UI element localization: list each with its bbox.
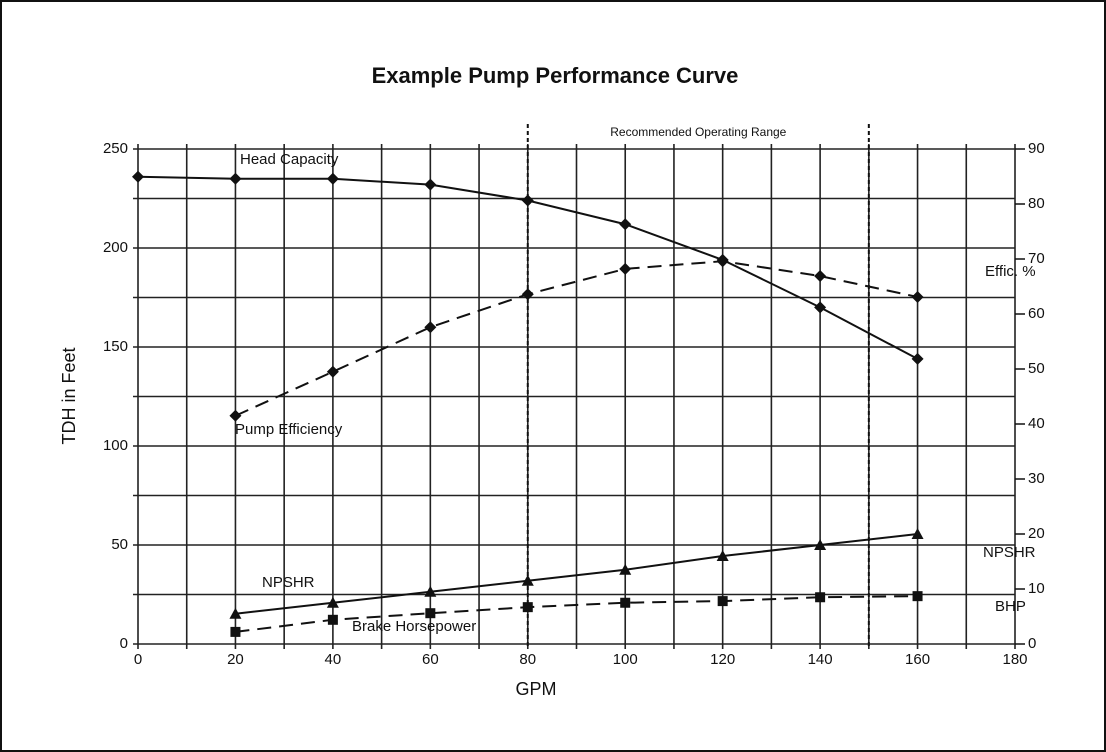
marker (620, 597, 631, 608)
x-axis-label: GPM (515, 679, 556, 699)
marker (521, 288, 534, 301)
marker (814, 270, 827, 283)
x-tick-label: 180 (1002, 651, 1027, 668)
marker (327, 614, 338, 625)
y2-tick-label: 20 (1028, 525, 1045, 542)
y2-tick-label: 80 (1028, 195, 1045, 212)
marker (326, 365, 339, 378)
y2-tick-label: 40 (1028, 415, 1045, 432)
marker (229, 172, 242, 185)
series-label: NPSHR (262, 574, 315, 591)
marker (326, 596, 339, 608)
y-tick-label: 200 (103, 239, 128, 256)
range-label: Recommended Operating Range (610, 125, 786, 139)
marker (716, 550, 729, 561)
annotation: BHP (995, 598, 1026, 615)
y2-tick-label: 30 (1028, 470, 1045, 487)
x-tick-label: 60 (422, 651, 439, 668)
marker (911, 290, 924, 303)
y2-tick-label: 10 (1028, 580, 1045, 597)
series-label: Brake Horsepower (352, 618, 476, 635)
x-tick-label: 100 (613, 651, 638, 668)
marker (522, 602, 533, 613)
marker (619, 218, 632, 231)
y-tick-label: 50 (111, 536, 128, 553)
marker (424, 585, 437, 597)
y2-tick-label: 70 (1028, 250, 1045, 267)
marker (814, 539, 827, 550)
marker (424, 178, 437, 191)
marker (911, 528, 924, 539)
annotation: NPSHR (983, 544, 1036, 561)
marker (521, 574, 534, 586)
series-label: Head Capacity (240, 151, 339, 168)
series-line (235, 595, 918, 633)
marker (425, 608, 436, 619)
marker (814, 301, 827, 314)
y2-tick-label: 60 (1028, 305, 1045, 322)
y-tick-label: 250 (103, 140, 128, 157)
x-tick-label: 0 (134, 651, 142, 668)
x-tick-label: 20 (227, 651, 244, 668)
marker (912, 591, 923, 602)
annotation: Effic. % (985, 263, 1036, 280)
marker (229, 607, 242, 619)
x-tick-label: 160 (905, 651, 930, 668)
y-tick-label: 0 (120, 635, 128, 652)
marker (521, 194, 534, 207)
y-tick-label: 100 (103, 437, 128, 454)
marker (717, 596, 728, 607)
series-line (235, 260, 918, 417)
marker (229, 409, 242, 422)
marker (230, 626, 241, 637)
x-tick-label: 40 (325, 651, 342, 668)
series-label: Pump Efficiency (235, 421, 343, 438)
marker (326, 172, 339, 185)
marker (132, 170, 144, 183)
marker (911, 352, 924, 365)
marker (815, 592, 826, 603)
marker (619, 262, 632, 275)
marker (716, 255, 729, 268)
x-tick-label: 120 (710, 651, 735, 668)
y-tick-label: 150 (103, 338, 128, 355)
x-tick-label: 80 (519, 651, 536, 668)
chart-title: Example Pump Performance Curve (372, 63, 739, 88)
y2-tick-label: 50 (1028, 360, 1045, 377)
y2-tick-label: 0 (1028, 635, 1036, 652)
marker (619, 563, 632, 575)
y2-tick-label: 90 (1028, 140, 1045, 157)
y-axis-label: TDH in Feet (59, 347, 79, 444)
series-line (235, 533, 918, 615)
x-tick-label: 140 (808, 651, 833, 668)
marker (424, 321, 437, 334)
